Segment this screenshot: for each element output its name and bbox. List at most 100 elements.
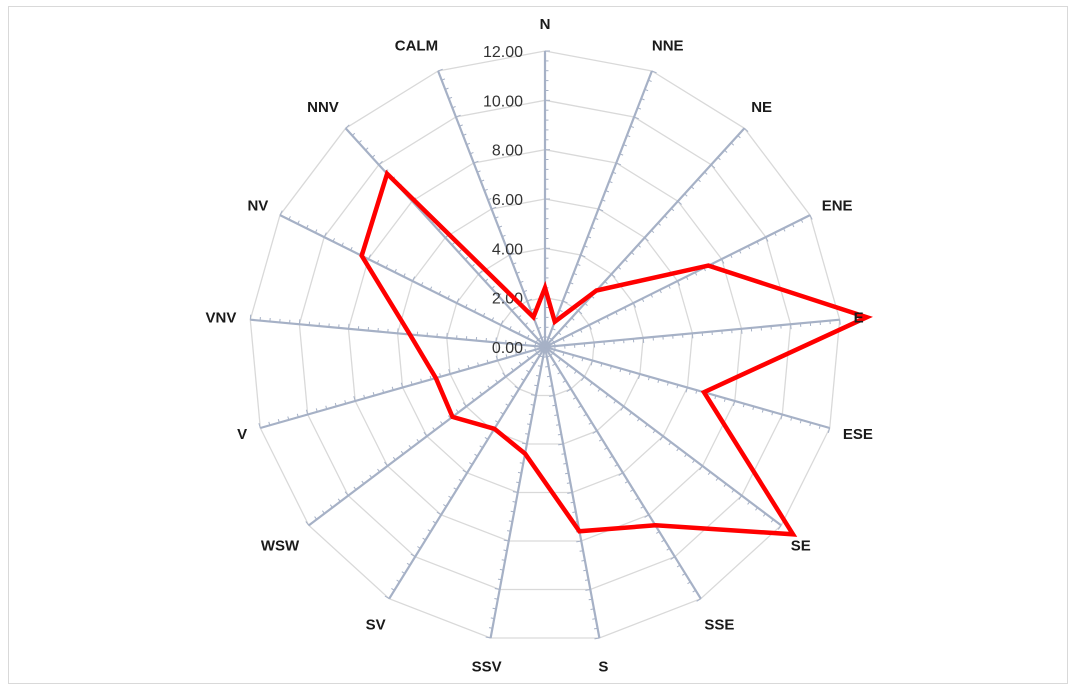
spoke-nnv	[344, 127, 546, 348]
category-label-sse: SSE	[704, 616, 734, 633]
spoke-tick	[503, 539, 509, 542]
category-label-nne: NNE	[652, 38, 684, 55]
spoke-tick	[439, 373, 442, 377]
spoke-tick	[566, 364, 569, 368]
spoke-tick	[572, 396, 577, 400]
spoke-tick	[690, 186, 695, 190]
spoke-tick	[371, 154, 376, 158]
spoke-tick	[651, 70, 657, 74]
spoke-tick	[783, 228, 786, 232]
spoke-tick	[526, 355, 530, 360]
spoke-tick	[695, 390, 698, 394]
spoke-tick	[590, 608, 595, 610]
spoke-tick	[456, 298, 460, 304]
spoke-tick	[613, 400, 617, 404]
spoke-tick	[400, 450, 404, 455]
spoke-tick	[474, 453, 478, 457]
spoke-tick	[525, 433, 529, 435]
spoke-tick	[471, 264, 475, 268]
spoke-tick	[537, 365, 542, 367]
spoke-tick	[329, 504, 333, 508]
spoke-tick	[552, 363, 556, 367]
spoke-tick	[548, 337, 552, 340]
spoke-tick	[484, 188, 488, 192]
spoke-tick	[537, 326, 542, 330]
spoke-tick	[534, 349, 538, 354]
spoke-tick	[584, 302, 588, 306]
spoke-tick	[685, 387, 688, 393]
spoke-tick	[715, 477, 719, 481]
spoke-tick	[471, 397, 475, 401]
axis-tick-label: 10.00	[483, 93, 523, 110]
spoke-tick	[440, 421, 444, 425]
spoke-vnv	[250, 318, 546, 349]
spoke-tick	[543, 356, 547, 358]
spoke-tick	[696, 598, 702, 602]
spoke-tick	[557, 433, 562, 436]
spoke-tick	[738, 495, 743, 500]
spoke-tick	[531, 329, 535, 333]
spoke-tick	[432, 520, 437, 524]
grid-ring	[347, 149, 743, 542]
spoke-tick	[482, 312, 486, 317]
spoke-tick	[519, 462, 524, 464]
spoke-tick	[546, 375, 551, 378]
spoke-tick	[323, 232, 327, 238]
value-axis-labels: 0.00 2.00 4.00 6.00 8.00 10.00 12.00	[483, 44, 523, 357]
spoke-tick	[466, 142, 471, 146]
spoke-tick	[501, 559, 506, 561]
spoke-tick	[452, 106, 456, 109]
spoke-tick	[376, 260, 380, 264]
spoke-tick	[563, 462, 567, 465]
spokes	[250, 51, 840, 639]
spoke-tick	[401, 571, 406, 574]
spoke-tick	[277, 419, 280, 423]
spoke-tick	[523, 290, 528, 293]
spoke-tick	[609, 455, 613, 459]
spoke-tick	[410, 553, 416, 558]
spoke-tick	[535, 339, 539, 343]
spoke-tick	[524, 322, 528, 326]
grid-ring	[495, 297, 595, 397]
spoke-tick	[473, 160, 479, 164]
category-label-nnv: NNV	[307, 99, 339, 116]
spoke-tick	[406, 562, 411, 566]
spoke-tick	[518, 315, 522, 319]
spoke-tick	[358, 140, 362, 144]
spoke-tick	[670, 556, 676, 560]
spoke-tick	[297, 220, 300, 225]
category-label-v: V	[237, 426, 247, 443]
series-layer	[359, 169, 873, 537]
spoke-tick	[641, 298, 645, 303]
spoke-tick	[640, 505, 644, 509]
spoke-tick	[504, 300, 509, 304]
spoke-tick	[536, 353, 541, 356]
spoke-tick	[394, 268, 397, 273]
spoke-tick	[657, 222, 661, 226]
spoke-tick	[687, 581, 691, 585]
spoke-tick	[363, 394, 366, 399]
spoke-tick	[583, 569, 587, 572]
spoke-tick	[668, 285, 671, 289]
spoke-tick	[551, 328, 556, 331]
spoke-tick	[744, 127, 749, 132]
spoke-tick	[494, 216, 499, 219]
spoke-tick	[572, 354, 574, 359]
spoke-tick	[580, 254, 586, 258]
grid-ring	[298, 99, 792, 591]
spoke-tick	[756, 241, 759, 245]
spoke-tick	[392, 456, 396, 461]
category-label-calm: CALM	[395, 38, 438, 55]
spoke-tick	[677, 200, 682, 205]
spoke-tick	[641, 98, 645, 101]
spoke-tick	[480, 179, 485, 182]
spoke-tick	[737, 135, 741, 139]
spoke-nne	[543, 70, 653, 348]
spoke-tick	[365, 147, 369, 151]
spoke-tick	[518, 330, 521, 335]
spoke-tick	[495, 379, 499, 384]
spoke-tick	[723, 483, 727, 487]
spoke-tick	[558, 358, 562, 363]
spoke-tick	[692, 459, 695, 464]
spoke-tick	[552, 404, 556, 407]
